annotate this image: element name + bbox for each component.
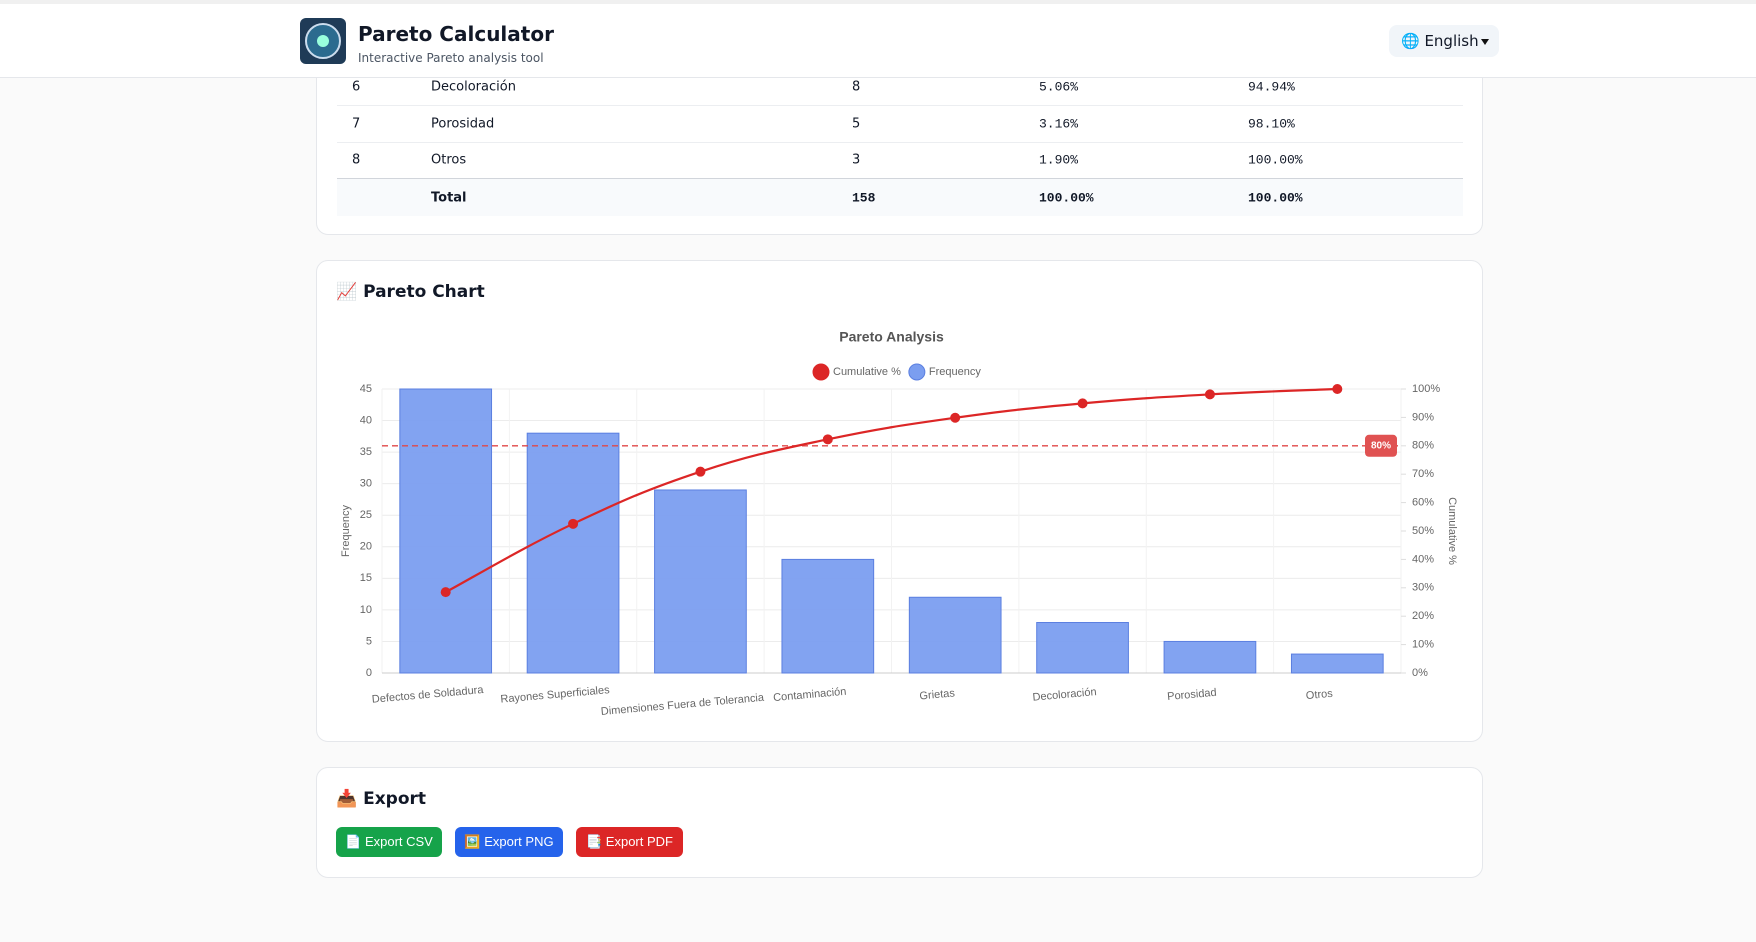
logo[interactable]: [300, 18, 346, 64]
table-cell: 8: [852, 79, 861, 95]
y-tick-label: 30: [360, 478, 372, 490]
legend-label: Cumulative %: [833, 366, 901, 378]
line: [445, 387, 1338, 594]
table-cell: Porosidad: [431, 116, 495, 132]
chart: Pareto Analysis 0 5 10 15 20 25 30 35 40 45 0% 10% 20…: [340, 329, 1458, 718]
bar: [1036, 622, 1129, 674]
table-cell: 6: [352, 79, 361, 95]
y2-tick-label: 50%: [1412, 525, 1434, 537]
bar: [908, 596, 1002, 674]
threshold-badge: [1365, 434, 1397, 457]
bar: [781, 558, 875, 674]
table-cell: 158: [852, 190, 876, 206]
table-cell: Total: [431, 190, 467, 206]
bar: [526, 432, 620, 674]
bar: [399, 388, 493, 674]
x-tick-label: Otros: [1305, 688, 1333, 702]
y2-tick-label: 60%: [1412, 497, 1434, 509]
y-tick-label: 45: [360, 383, 372, 395]
y2-tick-label: 70%: [1412, 468, 1434, 480]
y2-tick-label: 80%: [1412, 440, 1434, 452]
bar: [654, 489, 747, 674]
export-button[interactable]: 📑 Export PDF: [576, 827, 683, 857]
y2-tick-label: 0%: [1412, 667, 1428, 679]
y2-tick-label: 20%: [1412, 610, 1434, 622]
caret: [1481, 39, 1489, 45]
language-button[interactable]: 🌐 English: [1389, 25, 1499, 57]
x-tick-label: Porosidad: [1167, 687, 1217, 703]
table-cell: 100.00%: [1039, 190, 1094, 206]
x-tick-label: Dimensiones Fuera de Tolerancia: [600, 692, 765, 718]
point: [568, 518, 579, 529]
point: [950, 412, 961, 423]
table-cell: 5.06%: [1039, 79, 1079, 95]
y2-tick-label: 40%: [1412, 553, 1434, 565]
y-tick-label: 0: [366, 667, 372, 679]
legend-swatch: [812, 363, 830, 381]
y2-tick-label: 30%: [1412, 582, 1434, 594]
chart-title: Pareto Analysis: [839, 329, 944, 345]
point: [440, 587, 451, 598]
language-label: 🌐 English: [1401, 32, 1479, 50]
point: [1204, 389, 1215, 400]
bar: [1290, 653, 1384, 674]
export-button[interactable]: 🖼️ Export PNG: [455, 827, 563, 857]
y-tick-label: 40: [360, 414, 372, 426]
table-cell: 8: [352, 152, 361, 168]
y2-tick-label: 100%: [1412, 383, 1440, 395]
y2-tick-label: 10%: [1412, 639, 1434, 651]
navbar: Pareto Calculator Interactive Pareto ana…: [0, 0, 1756, 78]
x-tick-label: Grietas: [919, 687, 956, 702]
row-divider: [337, 105, 1463, 106]
y2-axis-title: Cumulative %: [1446, 497, 1458, 565]
y-tick-label: 5: [366, 635, 372, 647]
y-tick-label: 25: [360, 509, 372, 521]
table-cell: 94.94%: [1248, 79, 1295, 95]
y-tick-label: 35: [360, 446, 372, 458]
row-divider: [337, 142, 1463, 143]
x-tick-label: Rayones Superficiales: [500, 684, 611, 706]
table-cell: 5: [852, 116, 861, 132]
table-cell: Decoloración: [431, 79, 516, 95]
table-cell: Otros: [431, 152, 467, 168]
x-tick-label: Defectos de Soldadura: [371, 684, 484, 706]
table-cell: 3: [852, 152, 861, 168]
app-title: Pareto Calculator: [358, 22, 554, 46]
legend-swatch: [908, 363, 926, 381]
bar: [1163, 640, 1257, 674]
total-row: [337, 179, 1463, 216]
point: [1332, 384, 1343, 394]
export-card: 📥 Export 📄 Export CSV 🖼️ Export PNG 📑 Expo…: [316, 767, 1483, 878]
x-tick-label: Contaminación: [773, 686, 847, 704]
y-axis-title: Frequency: [340, 505, 352, 557]
y-tick-label: 15: [360, 572, 372, 584]
row-divider: [337, 178, 1463, 179]
chart-card: 📈 Pareto Chart: [316, 260, 1483, 742]
app-subtitle: Interactive Pareto analysis tool: [358, 51, 544, 65]
point: [1077, 398, 1088, 409]
table-cell: 1.90%: [1039, 152, 1079, 168]
table-cell: 3.16%: [1039, 116, 1079, 132]
section-heading: 📥 Export: [336, 789, 427, 809]
table-cell: 7: [352, 116, 361, 132]
section-heading: 📈 Pareto Chart: [336, 282, 485, 302]
point: [822, 434, 833, 445]
y2-tick-label: 90%: [1412, 411, 1434, 423]
y-tick-label: 20: [360, 541, 372, 553]
legend-label: Frequency: [929, 366, 981, 378]
point: [695, 466, 706, 477]
x-tick-label: Decoloración: [1032, 686, 1097, 704]
table-cell: 98.10%: [1248, 116, 1295, 132]
table-cell: 100.00%: [1248, 190, 1303, 206]
y-tick-label: 10: [360, 604, 372, 616]
table-cell: 100.00%: [1248, 152, 1303, 168]
threshold-label: 80%: [1371, 440, 1391, 451]
export-button[interactable]: 📄 Export CSV: [336, 827, 442, 857]
